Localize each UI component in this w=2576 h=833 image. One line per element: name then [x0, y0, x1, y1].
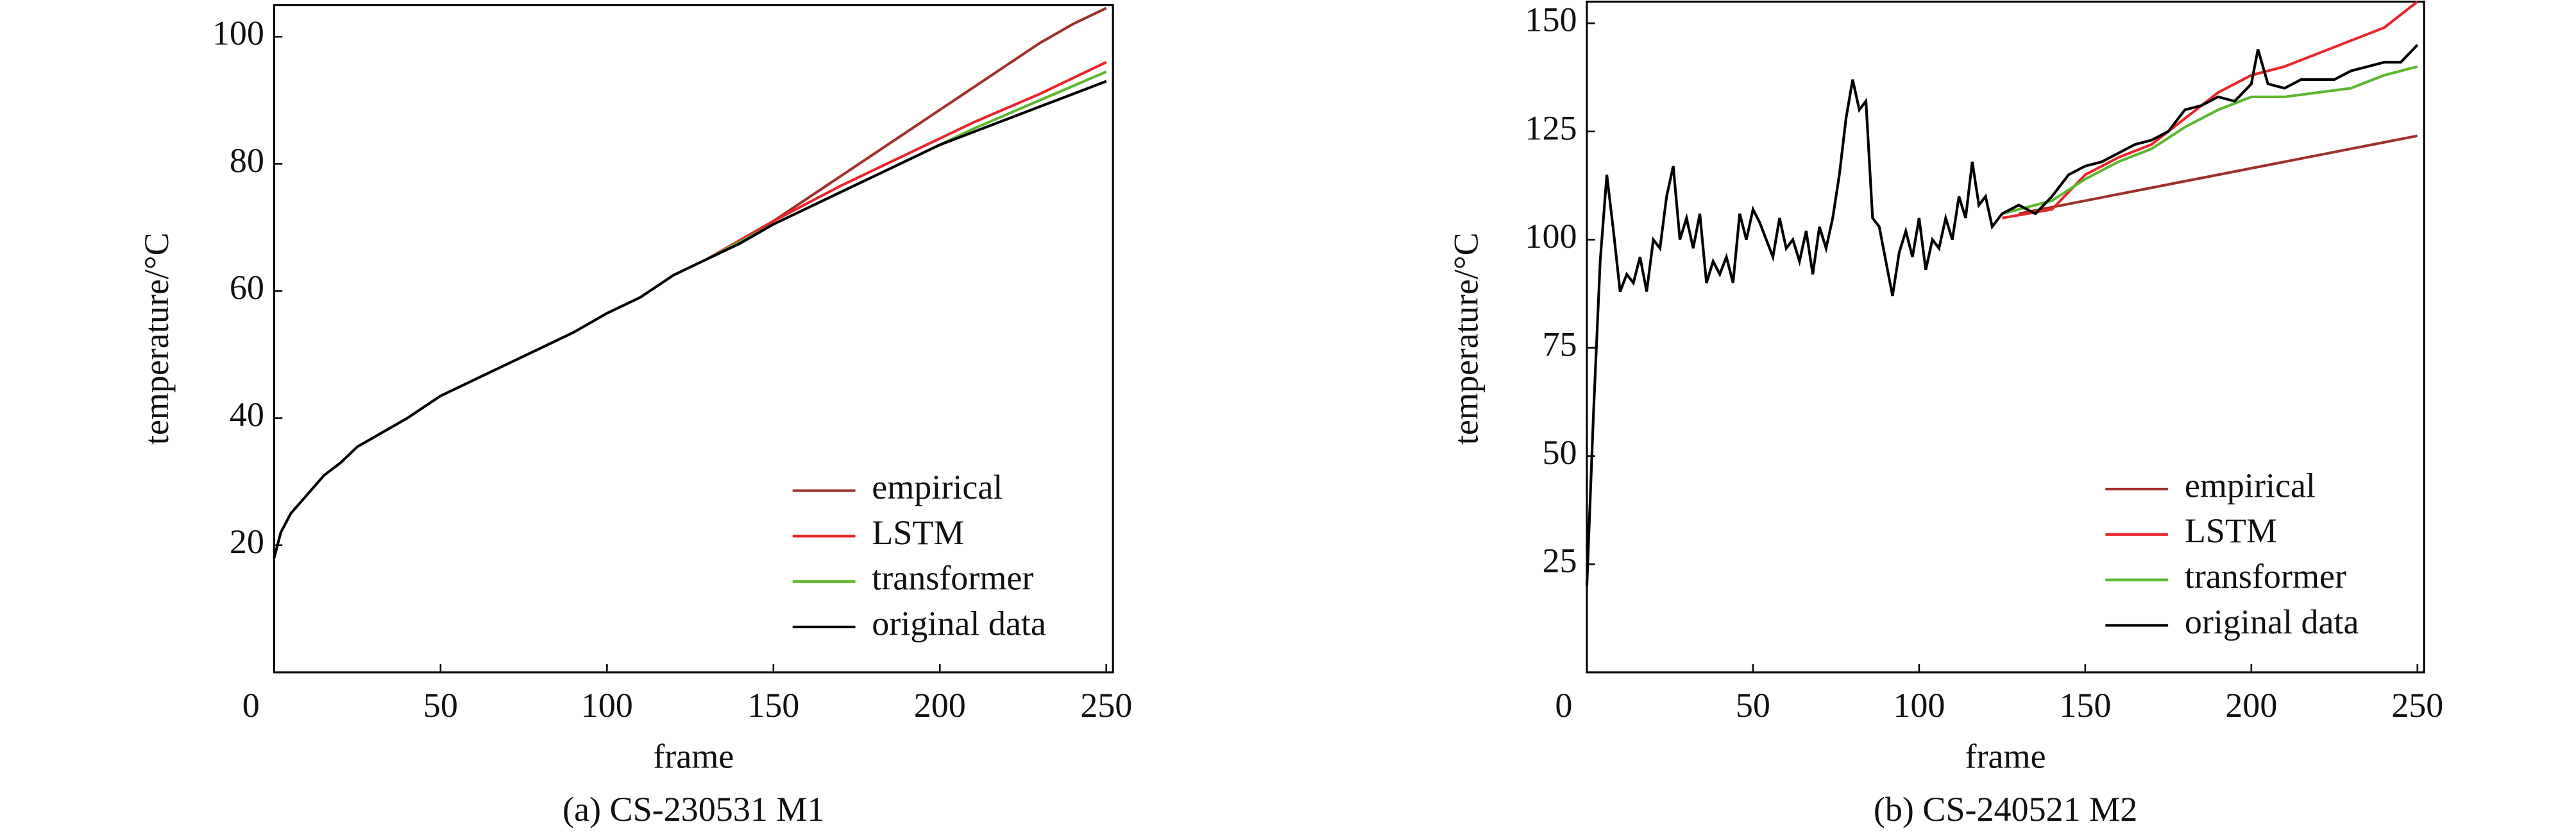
x-tick-label: 0: [242, 686, 260, 725]
x-tick-label: 200: [2225, 686, 2277, 725]
series-line: [1585, 44, 2419, 586]
legend-label: original data: [872, 604, 1046, 642]
x-tick-label: 100: [581, 686, 633, 725]
y-tick-label: 100: [1525, 217, 1577, 255]
y-tick-label: 100: [212, 14, 264, 53]
y-tick-label: 40: [230, 395, 264, 434]
x-tick-label: 250: [2391, 686, 2443, 725]
y-axis-label: temperature/°C: [1447, 232, 1486, 445]
y-tick-label: 150: [1525, 1, 1577, 39]
plot-frame: [273, 4, 1114, 674]
legend-label: empirical: [2185, 466, 2316, 504]
x-tick-label: 200: [914, 686, 966, 725]
y-tick-label: 60: [230, 268, 264, 307]
y-tick-label: 75: [1542, 325, 1577, 363]
legend-label: LSTM: [872, 513, 964, 552]
x-tick-label: 50: [423, 686, 458, 725]
series-line: [2001, 65, 2418, 215]
series-line: [706, 6, 1107, 261]
series-line: [706, 70, 1107, 261]
series-line: [2018, 134, 2418, 216]
legend-label: LSTM: [2185, 511, 2277, 550]
x-tick-label: 150: [747, 686, 799, 725]
y-tick-label: 50: [1542, 433, 1577, 472]
x-tick-label: 250: [1080, 686, 1132, 725]
x-tick-label: 100: [1893, 686, 1945, 725]
legend-label: original data: [2185, 603, 2359, 641]
caption: (a) CS-230531 M1: [563, 790, 824, 829]
x-tick-label: 0: [1555, 686, 1572, 725]
x-axis-label: frame: [653, 737, 734, 776]
caption: (b) CS-240521 M2: [1874, 790, 2137, 829]
x-tick-label: 150: [2059, 686, 2111, 725]
legend-label: transformer: [2185, 557, 2346, 596]
series-line: [2002, 0, 2419, 219]
y-axis-label: temperature/°C: [137, 232, 176, 445]
series-line: [706, 61, 1107, 261]
y-tick-label: 20: [230, 522, 264, 561]
x-axis-label: frame: [1965, 737, 2046, 776]
legend-label: empirical: [872, 468, 1003, 506]
y-tick-label: 125: [1525, 108, 1577, 147]
plot-frame: [1586, 1, 2425, 674]
legend-label: transformer: [872, 559, 1033, 597]
series-line: [273, 80, 1107, 558]
y-tick-label: 25: [1542, 542, 1577, 580]
y-tick-label: 80: [230, 141, 264, 180]
x-tick-label: 50: [1736, 686, 1770, 725]
